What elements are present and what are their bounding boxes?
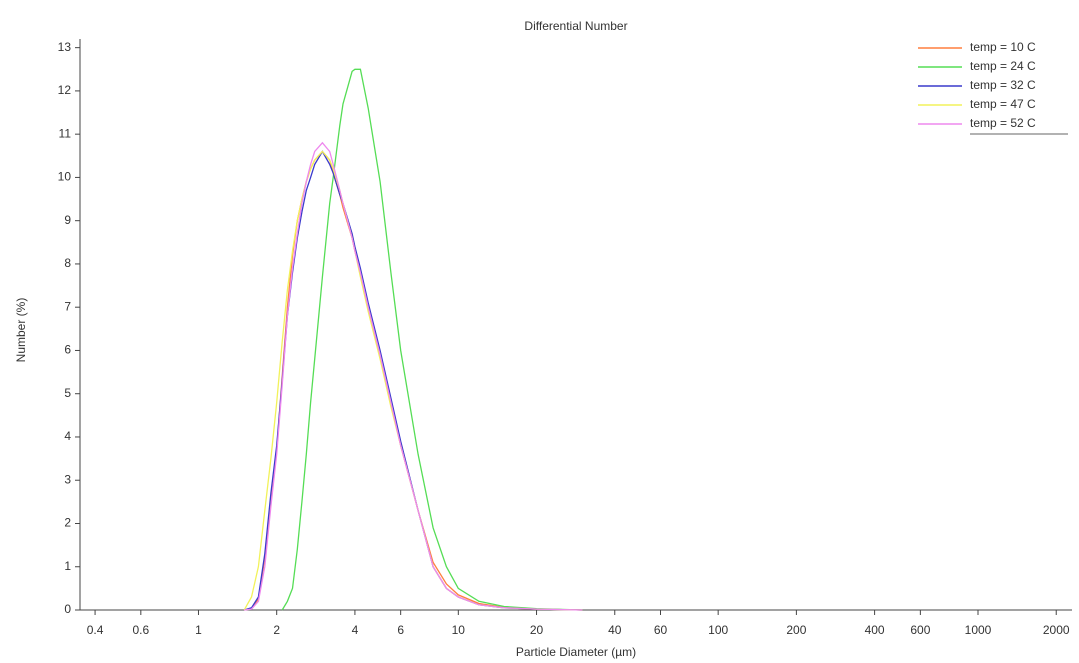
x-axis-label: Particle Diameter (µm) — [516, 645, 636, 659]
x-tick-label: 600 — [910, 623, 930, 637]
y-tick-label: 11 — [59, 126, 72, 140]
x-tick-label: 0.6 — [132, 623, 149, 637]
legend-label: temp = 47 C — [970, 97, 1036, 111]
y-tick-label: 3 — [64, 472, 71, 486]
x-tick-label: 0.4 — [87, 623, 104, 637]
y-tick-label: 6 — [64, 343, 71, 357]
y-tick-label: 7 — [64, 299, 71, 313]
legend-label: temp = 52 C — [970, 116, 1036, 130]
x-tick-label: 20 — [530, 623, 544, 637]
data-line — [244, 141, 583, 611]
y-tick-label: 8 — [64, 256, 71, 270]
y-tick-label: 1 — [64, 559, 71, 573]
x-tick-label: 40 — [608, 623, 622, 637]
x-tick-label: 6 — [397, 623, 404, 637]
y-tick-label: 0 — [64, 602, 71, 616]
y-tick-label: 2 — [64, 516, 71, 530]
data-line — [281, 68, 583, 611]
x-tick-label: 1 — [195, 623, 202, 637]
x-tick-label: 2000 — [1043, 623, 1070, 637]
legend-label: temp = 10 C — [970, 40, 1036, 54]
chart-title: Differential Number — [524, 19, 627, 33]
y-tick-label: 9 — [64, 213, 71, 227]
data-line — [244, 150, 583, 611]
x-tick-label: 10 — [452, 623, 466, 637]
data-line — [243, 150, 583, 611]
x-tick-label: 4 — [352, 623, 359, 637]
x-tick-label: 400 — [865, 623, 885, 637]
x-tick-label: 60 — [654, 623, 668, 637]
x-tick-label: 100 — [708, 623, 728, 637]
x-tick-label: 200 — [786, 623, 806, 637]
x-tick-label: 2 — [273, 623, 280, 637]
legend-label: temp = 32 C — [970, 78, 1036, 92]
y-tick-label: 12 — [58, 83, 72, 97]
data-line — [244, 150, 583, 611]
x-tick-label: 1000 — [965, 623, 992, 637]
y-tick-label: 5 — [64, 386, 71, 400]
y-axis-label: Number (%) — [14, 298, 28, 363]
y-tick-label: 10 — [58, 170, 72, 184]
y-tick-label: 4 — [64, 429, 71, 443]
legend-label: temp = 24 C — [970, 59, 1036, 73]
y-tick-label: 13 — [58, 40, 72, 54]
